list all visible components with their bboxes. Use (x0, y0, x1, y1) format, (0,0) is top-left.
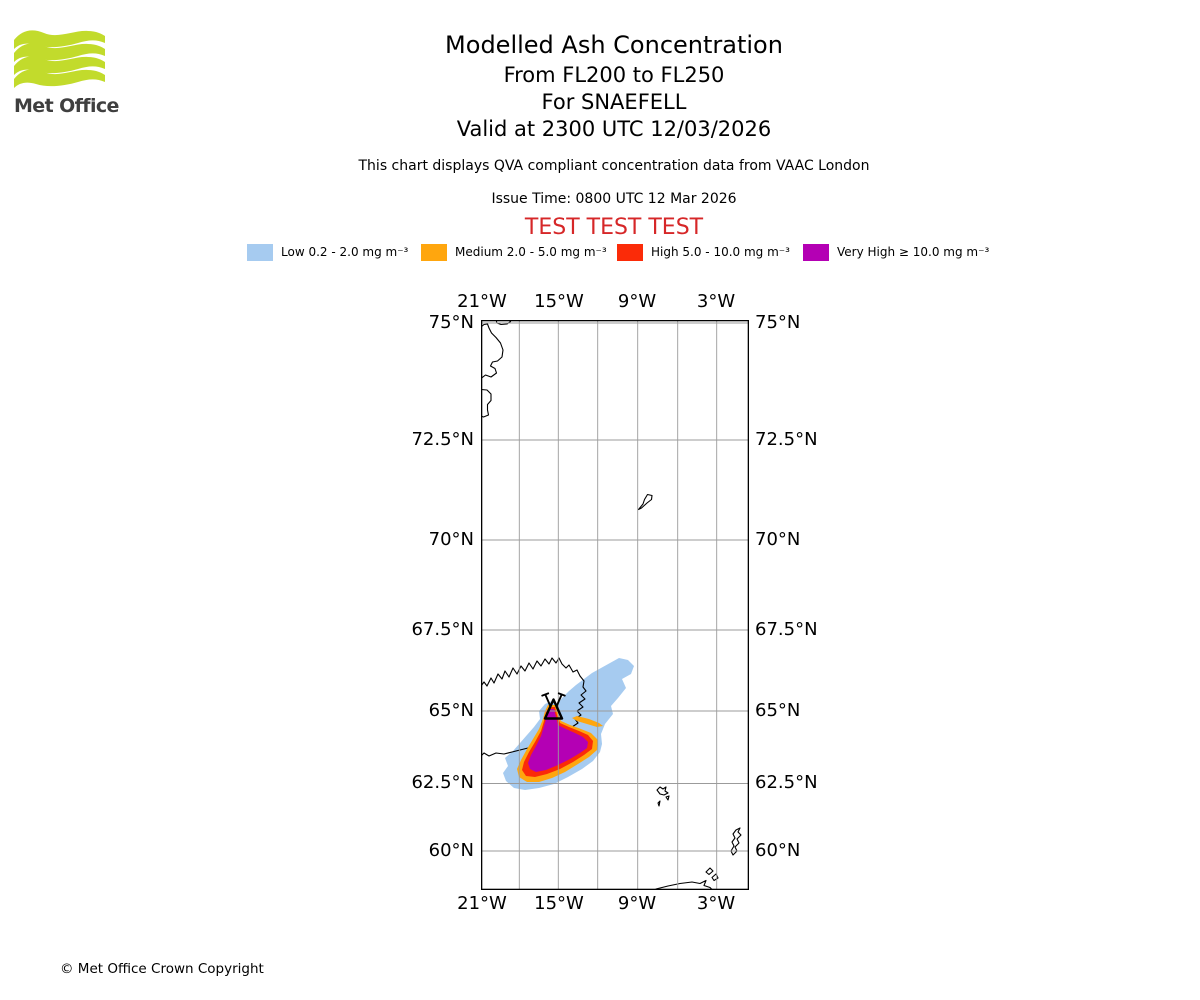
met-office-logo: Met Office (14, 27, 124, 117)
coastlines-layer (481, 320, 742, 890)
longitude-tick-top: 9°W (617, 291, 657, 312)
legend-swatch-low (247, 243, 273, 261)
longitude-tick-top: 15°W (534, 291, 584, 312)
valid-time-subtitle: Valid at 2300 UTC 12/03/2026 (456, 117, 772, 141)
longitude-tick-bottom: 21°W (457, 893, 507, 914)
latitude-tick-left: 67.5°N (411, 619, 474, 640)
flight-level-subtitle: From FL200 to FL250 (503, 63, 725, 87)
jan-mayen-island (637, 493, 653, 511)
latitude-tick-left: 62.5°N (411, 772, 474, 793)
map-frame (481, 320, 749, 890)
legend-label-low: Low 0.2 - 2.0 mg m⁻³ (281, 245, 409, 259)
legend-item-medium: Medium 2.0 - 5.0 mg m⁻³ (421, 243, 607, 261)
plume-layers-medium-high-veryhigh (517, 705, 603, 782)
latitude-tick-right: 62.5°N (755, 772, 818, 793)
latitude-tick-left: 60°N (428, 840, 474, 861)
qva-compliance-note: This chart displays QVA compliant concen… (358, 158, 870, 174)
volcano-marker-icon (541, 692, 566, 720)
copyright-text: © Met Office Crown Copyright (60, 961, 264, 977)
latitude-tick-right: 67.5°N (755, 619, 818, 640)
issue-time-text: Issue Time: 0800 UTC 12 Mar 2026 (491, 191, 737, 207)
legend-item-high: High 5.0 - 10.0 mg m⁻³ (617, 243, 790, 261)
legend-item-very-high: Very High ≥ 10.0 mg m⁻³ (803, 243, 989, 261)
latitude-tick-left: 72.5°N (411, 429, 474, 450)
longitude-tick-bottom: 15°W (534, 893, 584, 914)
test-banner: TEST TEST TEST (524, 215, 704, 240)
longitude-tick-bottom: 9°W (617, 893, 657, 914)
latitude-tick-right: 75°N (755, 312, 801, 333)
latitude-tick-left: 70°N (428, 529, 474, 550)
legend-label-high: High 5.0 - 10.0 mg m⁻³ (651, 245, 790, 259)
legend-label-medium: Medium 2.0 - 5.0 mg m⁻³ (455, 245, 607, 259)
latitude-tick-left: 75°N (428, 312, 474, 333)
latitude-tick-right: 65°N (755, 700, 801, 721)
scotland-north-coast (655, 867, 719, 890)
faroe-islands (656, 786, 670, 807)
latitude-tick-right: 72.5°N (755, 429, 818, 450)
longitude-tick-top: 3°W (696, 291, 736, 312)
legend-swatch-high (617, 243, 643, 261)
page-title: Modelled Ash Concentration (445, 31, 783, 59)
greenland-coast-south-piece (481, 388, 492, 418)
legend-item-low: Low 0.2 - 2.0 mg m⁻³ (247, 243, 408, 261)
ash-dispersion-map (481, 320, 749, 890)
latitude-tick-right: 70°N (755, 529, 801, 550)
legend-swatch-very-high (803, 243, 829, 261)
latitude-tick-left: 65°N (428, 700, 474, 721)
met-office-waves-icon (14, 30, 105, 88)
map-gridlines (481, 320, 749, 890)
longitude-tick-bottom: 3°W (696, 893, 736, 914)
greenland-coast (481, 323, 504, 380)
volcano-name-subtitle: For SNAEFELL (541, 90, 687, 114)
longitude-tick-top: 21°W (457, 291, 507, 312)
latitude-tick-right: 60°N (755, 840, 801, 861)
legend-swatch-medium (421, 243, 447, 261)
met-office-logo-text: Met Office (14, 95, 119, 117)
legend-label-very-high: Very High ≥ 10.0 mg m⁻³ (837, 245, 990, 259)
plume-region-medium (572, 716, 603, 727)
